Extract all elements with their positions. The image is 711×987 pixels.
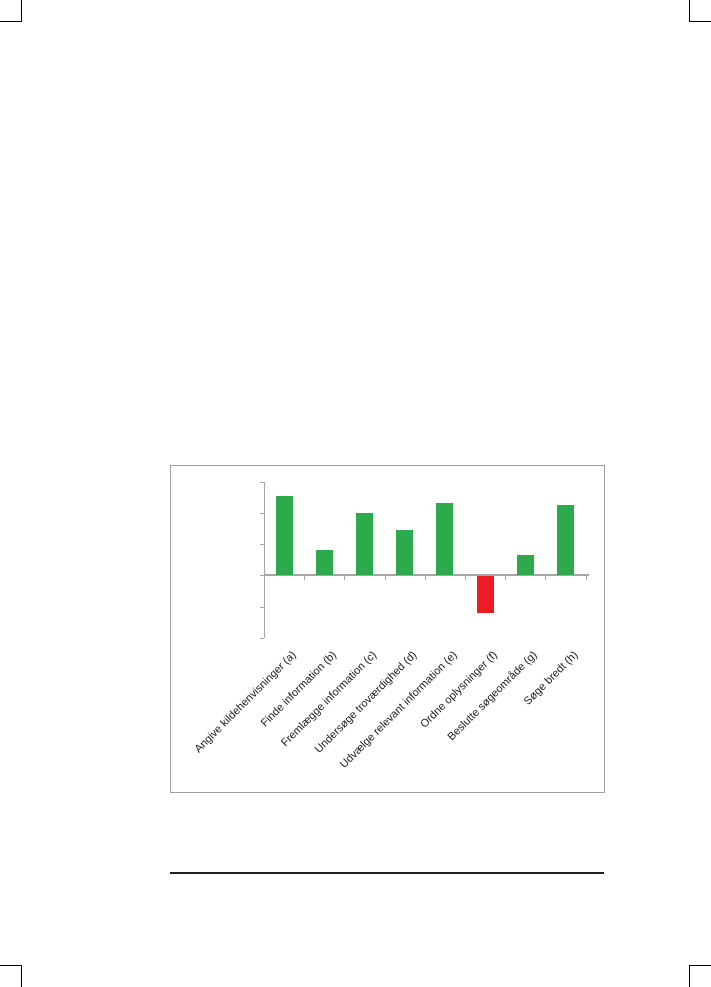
bar-negative xyxy=(476,576,494,613)
bar-positive xyxy=(356,512,373,576)
y-axis-line xyxy=(263,481,265,638)
bar-positive xyxy=(436,503,454,576)
y-axis-tick xyxy=(259,638,264,639)
bar-positive xyxy=(516,555,534,576)
y-axis-tick xyxy=(259,512,264,514)
footnote-rule xyxy=(170,872,604,874)
y-axis-tick xyxy=(259,481,264,483)
x-axis-category-label: Finde information (b) xyxy=(258,649,339,730)
x-axis-tick xyxy=(465,576,466,581)
bar-positive xyxy=(557,504,574,576)
bar-positive xyxy=(396,530,414,576)
chart-frame: Angive kildehenvisninger (a) Finde inform… xyxy=(170,465,605,793)
crop-mark-bottom-right xyxy=(689,965,711,987)
y-axis-tick xyxy=(259,606,264,608)
x-axis-line xyxy=(263,574,589,577)
x-axis-tick xyxy=(545,576,547,581)
bar-positive xyxy=(315,549,333,576)
x-axis-tick xyxy=(424,576,426,581)
y-axis-tick xyxy=(259,575,264,577)
x-axis-tick xyxy=(585,576,587,581)
x-axis-tick xyxy=(304,576,306,581)
bar-positive xyxy=(275,495,293,576)
crop-mark-top-right xyxy=(689,0,711,22)
x-axis-tick xyxy=(344,576,346,581)
x-axis-tick xyxy=(384,576,386,581)
bar-chart: Angive kildehenvisninger (a) Finde inform… xyxy=(171,466,604,792)
crop-mark-top-left xyxy=(0,0,22,22)
x-axis-tick xyxy=(505,576,507,581)
crop-mark-bottom-left xyxy=(0,965,22,987)
y-axis-tick xyxy=(259,544,264,546)
